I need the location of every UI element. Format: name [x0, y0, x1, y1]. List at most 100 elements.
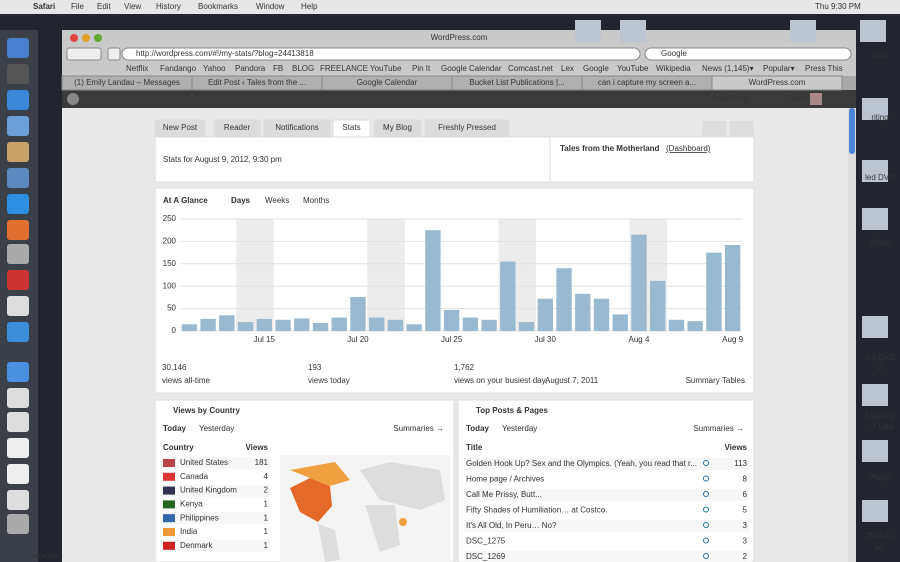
- nav-tab[interactable]: [263, 119, 331, 138]
- new-post[interactable]: New Post: [713, 94, 748, 103]
- bar[interactable]: [443, 309, 460, 331]
- dock-icon[interactable]: [7, 412, 29, 432]
- bookmark[interactable]: YouTube: [370, 64, 402, 73]
- row-name[interactable]: Call Me Prissy, Butt...: [466, 490, 542, 499]
- dock-icon[interactable]: [7, 142, 29, 162]
- bar[interactable]: [425, 230, 441, 331]
- bookmark[interactable]: Comcast.net: [508, 64, 554, 73]
- yesterday[interactable]: Yesterday: [199, 424, 234, 433]
- nav-tab-label[interactable]: Reader: [224, 123, 251, 132]
- row-name[interactable]: Golden Hook Up? Sex and the Olympics. (Y…: [466, 459, 697, 468]
- nav-tab-label[interactable]: Stats: [342, 123, 360, 132]
- row-name[interactable]: DSC_1275: [466, 537, 506, 546]
- dashboard-link[interactable]: (Dashboard): [666, 144, 711, 153]
- bar[interactable]: [294, 318, 310, 331]
- bar[interactable]: [481, 319, 497, 331]
- menu-item[interactable]: Bookmarks: [198, 2, 238, 11]
- tab-title[interactable]: WordPress.com: [749, 78, 806, 87]
- desktop-icon[interactable]: [862, 98, 888, 120]
- nav-tab[interactable]: [154, 119, 206, 138]
- zoom-icon[interactable]: [703, 537, 709, 544]
- desktop-icon[interactable]: [575, 20, 601, 42]
- dock-icon[interactable]: [7, 514, 29, 534]
- bar[interactable]: [593, 298, 610, 331]
- bar[interactable]: [724, 244, 741, 331]
- zoom-button[interactable]: [94, 34, 102, 42]
- dock-icon[interactable]: [7, 194, 29, 214]
- bar[interactable]: [369, 317, 385, 331]
- zoom-icon[interactable]: [703, 506, 709, 513]
- dock-icon[interactable]: [7, 362, 29, 382]
- search[interactable]: Google: [661, 49, 687, 58]
- bar[interactable]: [331, 317, 347, 331]
- nav-tab[interactable]: [213, 119, 261, 138]
- bar[interactable]: [237, 322, 254, 331]
- add-bookmark[interactable]: [107, 47, 121, 61]
- bar[interactable]: [219, 315, 235, 331]
- dock-icon[interactable]: [7, 490, 29, 510]
- url-field[interactable]: [121, 47, 641, 61]
- url[interactable]: http://wordpress.com/#!/my-stats/?blog=2…: [136, 49, 314, 58]
- bar[interactable]: [631, 234, 647, 331]
- dock-icon[interactable]: [7, 438, 29, 458]
- desktop-icon[interactable]: [790, 20, 816, 42]
- bar[interactable]: [200, 318, 216, 331]
- bookmark[interactable]: Pin It: [412, 64, 431, 73]
- menu-item[interactable]: History: [156, 2, 181, 11]
- back-forward[interactable]: [66, 47, 102, 61]
- dock-icon[interactable]: [7, 220, 29, 240]
- period[interactable]: Days: [231, 196, 251, 205]
- dock-icon[interactable]: [7, 116, 29, 136]
- menu-item[interactable]: File: [71, 2, 84, 11]
- bar[interactable]: [518, 322, 535, 331]
- minimize-button[interactable]: [82, 34, 90, 42]
- browser-tab[interactable]: [711, 75, 843, 91]
- row-name[interactable]: Home page / Archives: [466, 475, 544, 484]
- nav-tab[interactable]: [373, 119, 422, 138]
- dock-icon[interactable]: [7, 168, 29, 188]
- bar[interactable]: [612, 314, 628, 331]
- dock-icon[interactable]: [7, 244, 29, 264]
- tab-title[interactable]: Edit Post ‹ Tales from the ...: [208, 78, 306, 87]
- bar[interactable]: [575, 293, 591, 331]
- bookmark[interactable]: Pandora: [235, 64, 266, 73]
- user[interactable]: Dawn: [786, 94, 806, 103]
- desktop-icon[interactable]: [862, 160, 888, 182]
- bookmark[interactable]: BLOG: [292, 64, 314, 73]
- tab-title[interactable]: can i capture my screen a...: [598, 78, 696, 87]
- summaries[interactable]: Summaries →: [693, 424, 744, 433]
- bar[interactable]: [687, 321, 703, 331]
- zoom-icon[interactable]: [703, 522, 709, 528]
- wp-logo[interactable]: [67, 93, 79, 105]
- menu-item[interactable]: Help: [301, 2, 318, 11]
- stat-label[interactable]: views today: [308, 376, 350, 385]
- menu-item[interactable]: Safari: [33, 2, 55, 11]
- bookmark[interactable]: Popular▾: [763, 64, 795, 73]
- bar[interactable]: [181, 324, 198, 331]
- dock-icon[interactable]: [7, 90, 29, 110]
- desktop-icon[interactable]: [862, 440, 888, 462]
- bookmark[interactable]: Fandango: [160, 64, 197, 73]
- scroll-thumb[interactable]: [849, 108, 855, 154]
- bar[interactable]: [275, 319, 291, 331]
- row-name[interactable]: It's All Old, In Peru… No?: [466, 521, 557, 530]
- bookmark[interactable]: FB: [273, 64, 283, 73]
- nav-tab-label[interactable]: Notifications: [275, 123, 319, 132]
- bar[interactable]: [350, 296, 366, 331]
- menu-item[interactable]: View: [124, 2, 141, 11]
- help-button[interactable]: [730, 121, 754, 136]
- row-name[interactable]: DSC_1269: [466, 552, 506, 561]
- desktop-icon[interactable]: [862, 316, 888, 338]
- nav-tab[interactable]: [424, 119, 510, 138]
- bar[interactable]: [500, 261, 516, 331]
- dock-icon[interactable]: [7, 64, 29, 84]
- summary-tables[interactable]: Summary Tables: [686, 376, 745, 385]
- settings-button[interactable]: [702, 121, 726, 136]
- bookmark[interactable]: Google Calendar: [441, 64, 502, 73]
- desktop-icon[interactable]: [620, 20, 646, 42]
- bar[interactable]: [668, 319, 685, 331]
- dock-icon[interactable]: [7, 296, 29, 316]
- zoom-icon[interactable]: [703, 553, 709, 559]
- row-name[interactable]: Fifty Shades of Humiliation… at Costco.: [466, 506, 607, 515]
- close-button[interactable]: [70, 34, 78, 42]
